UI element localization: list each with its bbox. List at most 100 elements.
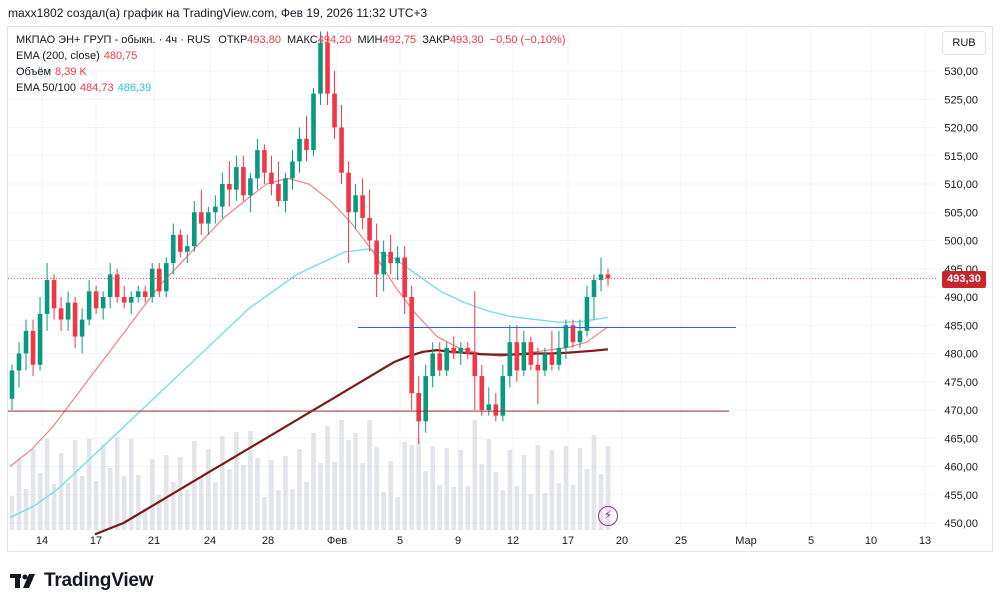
volume-bar xyxy=(416,438,421,530)
horizontal-lines xyxy=(8,277,936,412)
candle-body xyxy=(100,297,106,309)
volume-bar xyxy=(16,459,22,530)
volume-bar xyxy=(79,476,85,530)
candle-body xyxy=(528,342,534,365)
candle-body xyxy=(234,167,239,190)
volume-bar xyxy=(304,482,309,530)
y-tick-label: 470,00 xyxy=(944,405,978,417)
x-tick-label: 9 xyxy=(455,535,461,547)
currency-button[interactable]: RUB xyxy=(942,31,986,55)
candle-body xyxy=(37,313,43,365)
candle-body xyxy=(114,274,120,297)
volume-bar xyxy=(486,439,492,530)
exchange: RUS xyxy=(186,34,211,46)
x-tick-label: 28 xyxy=(262,535,274,547)
candle-body xyxy=(297,138,302,162)
volume-bar xyxy=(177,457,183,530)
x-tick-label: 5 xyxy=(397,535,403,547)
volume-bar xyxy=(584,469,590,530)
volume-bar xyxy=(156,495,162,530)
volume-bar xyxy=(184,490,190,530)
candle-body xyxy=(213,206,218,213)
y-tick-label: 510,00 xyxy=(944,179,978,191)
legend-volume-row[interactable]: Объём 8,39 K xyxy=(16,64,566,80)
volume-bar xyxy=(93,481,99,530)
candle-body xyxy=(44,280,50,314)
volume-bar xyxy=(437,485,443,530)
volume-bar xyxy=(220,436,225,530)
volume-bar xyxy=(276,490,281,530)
volume-bar xyxy=(479,464,485,530)
candle-body xyxy=(395,257,400,264)
volume-bar xyxy=(423,471,428,530)
interval[interactable]: 4ч xyxy=(165,34,178,46)
volume-bar xyxy=(206,449,211,530)
candle-body xyxy=(30,330,36,365)
volume-bar xyxy=(549,450,555,530)
ema200-label: EMA (200, close) xyxy=(16,50,100,62)
price-axis: 450,00 455,00 460,00 465,00 470,00 475,00 480,… xyxy=(944,66,978,530)
ema-cross-label: EMA 50/100 xyxy=(16,82,76,94)
candle-body xyxy=(121,297,127,303)
volume-bar xyxy=(360,463,365,530)
symbol-name[interactable]: МКПАО ЭН+ ГРУП - обыкн. xyxy=(16,34,156,46)
volume-bar xyxy=(605,446,611,530)
candle-body xyxy=(23,330,29,354)
volume-bar xyxy=(44,439,50,530)
x-tick-label: 17 xyxy=(562,535,574,547)
y-tick-label: 520,00 xyxy=(944,123,978,135)
volume-bar xyxy=(213,482,218,530)
candle-body xyxy=(451,347,457,354)
y-tick-label: 465,00 xyxy=(944,433,978,445)
volume-bar xyxy=(100,444,106,530)
candle-body xyxy=(163,263,169,292)
candle-body xyxy=(346,172,351,213)
time-axis: 14 17 21 24 28 Фев 5 9 12 17 20 25 Мар 5 10 13 xyxy=(36,535,931,547)
candle-body xyxy=(402,257,407,297)
candle-body xyxy=(423,376,428,422)
volume-bar xyxy=(283,456,288,530)
candle-body xyxy=(79,319,85,337)
volume-bar xyxy=(472,420,478,530)
volume-bar xyxy=(367,420,372,530)
candle-body xyxy=(325,42,330,94)
y-tick-label: 500,00 xyxy=(944,236,978,248)
volume-bar xyxy=(458,450,464,530)
change-value: −0,50 (−0,10%) xyxy=(489,34,566,46)
candle-body xyxy=(177,234,183,252)
chart-grid xyxy=(8,27,936,530)
candle-body xyxy=(416,393,421,422)
candle-body xyxy=(304,138,309,151)
chart-legend: МКПАО ЭН+ ГРУП - обыкн. · 4ч · RUS ОТКР4… xyxy=(16,32,566,96)
lightning-icon[interactable]: ⚡ xyxy=(598,506,618,526)
volume-bar xyxy=(163,455,169,530)
legend-ema-cross-row[interactable]: EMA 50/100 484,73 486,39 xyxy=(16,80,566,96)
volume-bar xyxy=(465,486,471,530)
candle-body xyxy=(458,347,464,354)
volume-bar xyxy=(121,476,127,530)
candle-body xyxy=(367,217,372,241)
close-label: ЗАКР xyxy=(422,34,450,46)
candle-body xyxy=(276,184,281,201)
y-tick-label: 455,00 xyxy=(944,490,978,502)
candle-body xyxy=(72,302,78,337)
close-value: 493,30 xyxy=(449,34,484,46)
candle-body xyxy=(290,161,295,179)
y-tick-label: 460,00 xyxy=(944,462,978,474)
candle-body xyxy=(598,274,604,281)
volume-bar xyxy=(542,493,548,530)
candle-body xyxy=(444,347,450,371)
candle-body xyxy=(149,268,155,297)
volume-bar xyxy=(114,437,120,530)
volume-label: Объём xyxy=(16,66,52,78)
ema100-line xyxy=(9,248,609,519)
tradingview-brand[interactable]: TradingView xyxy=(10,570,154,592)
candle-body xyxy=(353,195,358,213)
candle-body xyxy=(563,325,569,348)
low-value: 492,75 xyxy=(382,34,417,46)
ema200-value: 480,75 xyxy=(103,50,138,62)
legend-ema200-row[interactable]: EMA (200, close) 480,75 xyxy=(16,48,566,64)
y-tick-label: 475,00 xyxy=(944,377,978,389)
y-tick-label: 490,00 xyxy=(944,292,978,304)
